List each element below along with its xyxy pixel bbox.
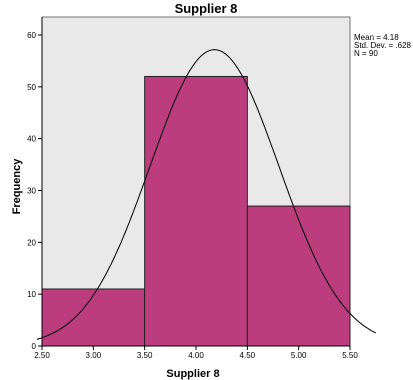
y-tick-label: 50 (27, 83, 36, 92)
normal-curve (36, 49, 376, 340)
tick-labels-layer: 0 10 20 30 40 50 60 2.50 3.00 3.50 4.00 4.50 5.00 5.5… (27, 31, 358, 360)
chart-title: Supplier 8 (175, 1, 238, 16)
histogram-bar-1 (41, 288, 146, 347)
y-tick-label: 40 (27, 135, 36, 144)
x-tick-label: 4.00 (188, 351, 204, 360)
x-tick-label: 5.00 (291, 351, 307, 360)
x-tick-label: 3.00 (86, 351, 102, 360)
x-tick-label: 4.50 (240, 351, 256, 360)
stat-n: N = 90 (354, 49, 378, 58)
x-axis-label: Supplier 8 (166, 368, 219, 380)
y-axis-label: Frequency (11, 158, 23, 215)
stat-mean: Mean = 4.18 (354, 33, 399, 42)
y-tick-label: 10 (27, 290, 36, 299)
y-tick-label: 60 (27, 31, 36, 40)
y-tick-label: 20 (27, 238, 36, 247)
histogram-bar-2 (144, 75, 248, 347)
x-tick-label: 2.50 (34, 351, 50, 360)
normal-curve-layer (36, 49, 376, 340)
y-tick-label: 0 (32, 342, 37, 351)
bars-layer (41, 75, 351, 347)
stat-std-dev: Std. Dev. = .628 (354, 41, 412, 50)
y-tick-label: 30 (27, 187, 36, 196)
x-tick-label: 3.50 (137, 351, 153, 360)
x-tick-label: 5.50 (342, 351, 358, 360)
histogram-bar-3 (246, 205, 351, 347)
stats-block: Mean = 4.18 Std. Dev. = .628 N = 90 (354, 33, 412, 58)
